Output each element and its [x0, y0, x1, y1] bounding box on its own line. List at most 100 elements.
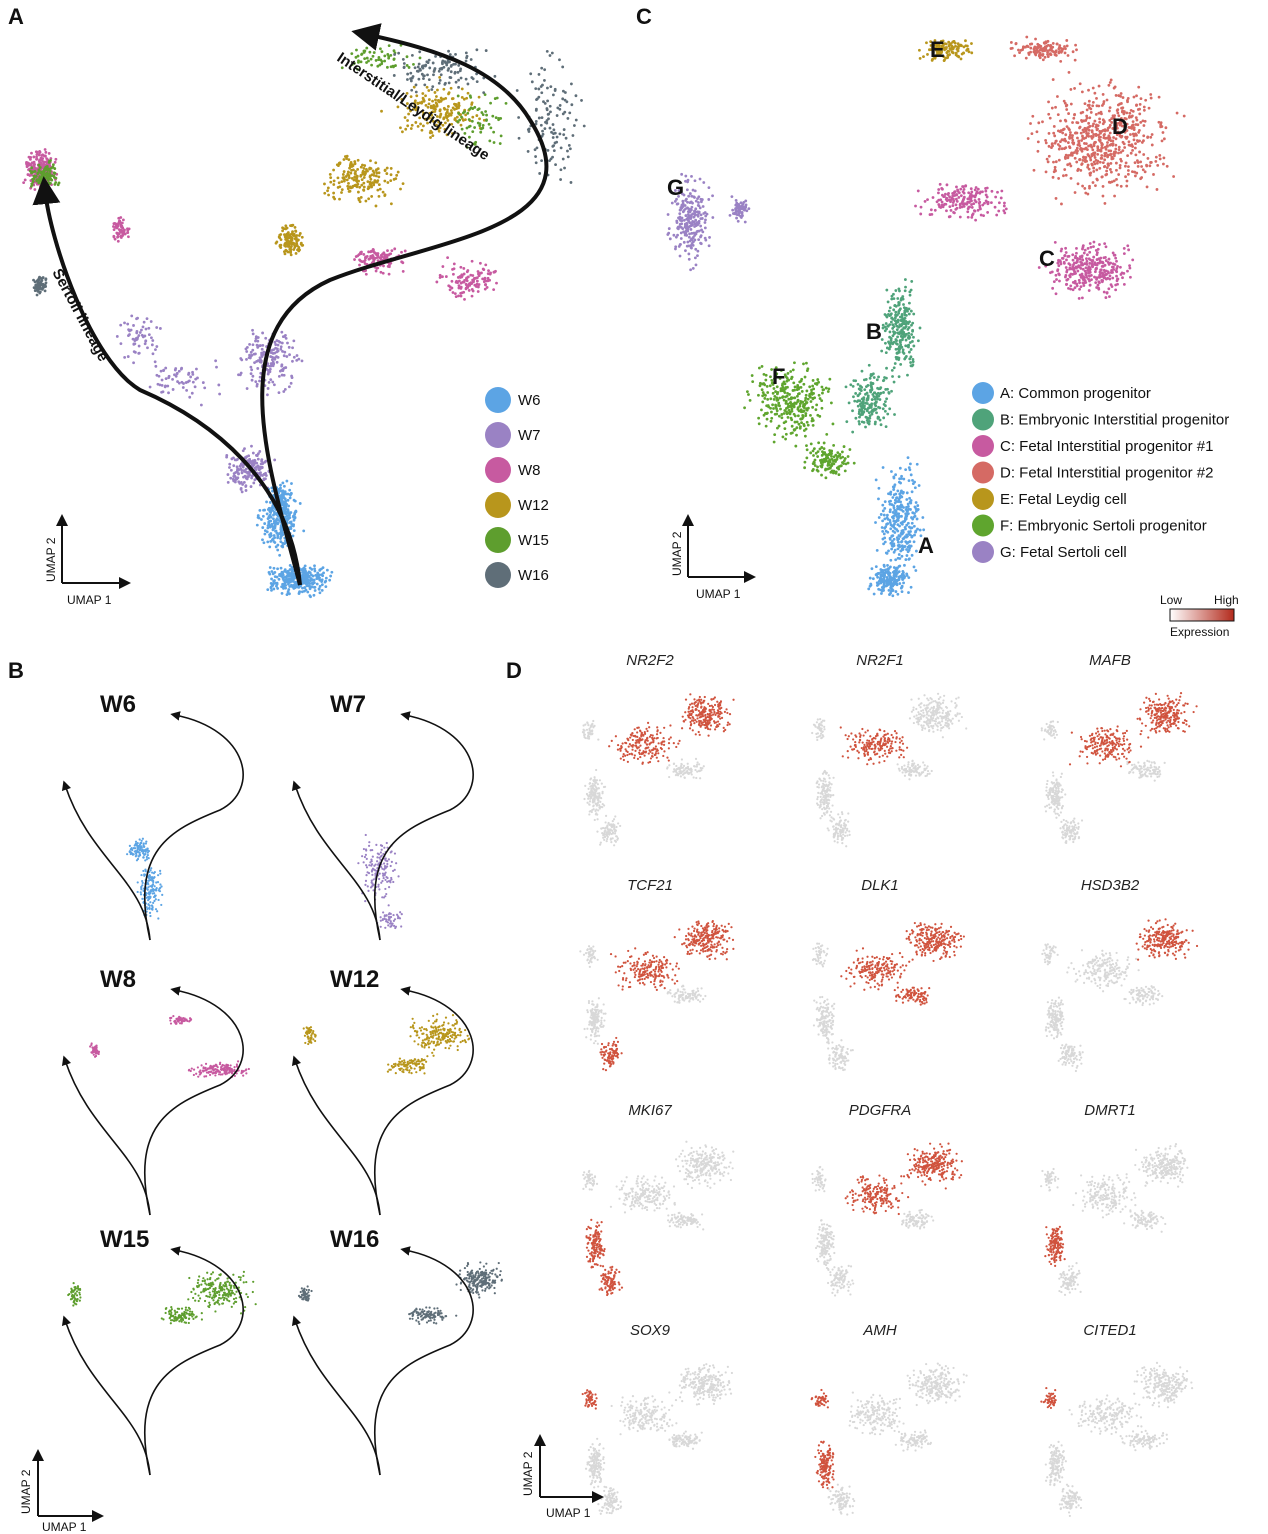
gene-cells [814, 1440, 835, 1490]
gene-cells [666, 984, 707, 1004]
gene-cells [1123, 1209, 1167, 1233]
panel-c: C A B C D E F G A: Common progenitor B: Embryon… [636, 4, 1229, 601]
gene-cells [812, 995, 836, 1045]
facet-w12: W12 [291, 966, 474, 1216]
gene-cells [1126, 759, 1166, 782]
legend-label-w12: W12 [518, 497, 549, 514]
facet-leydig-arrow [144, 986, 244, 1216]
panel-label-c: C [636, 4, 652, 29]
gene-umap-amh: AMH [810, 1322, 968, 1516]
gene-cells [906, 1142, 963, 1190]
panel-d-gene-umaps: NR2F2 NR2F1 MAFB TCF21 DLK1 HSD3B2 MKI67 PDGFRA… [579, 652, 1199, 1518]
gene-cells [905, 921, 965, 963]
sertoli-trajectory-arrow [32, 176, 302, 586]
legend-swatch-w6 [485, 387, 511, 413]
facet-w16: W16 [291, 1226, 503, 1476]
gene-cells [815, 769, 835, 823]
facet-title-w15: W15 [100, 1226, 149, 1253]
umap-axes-d: UMAP 1 UMAP 2 [521, 1434, 604, 1520]
cell-group-w12 [274, 223, 305, 257]
gene-cells [827, 1039, 854, 1072]
gene-cells [1068, 1394, 1143, 1438]
axis-x-label-b: UMAP 1 [42, 1520, 87, 1534]
legend-label-b: B: Embryonic Interstitial progenitor [1000, 412, 1229, 429]
legend-swatch-w16 [485, 562, 511, 588]
gene-cells [1044, 1440, 1067, 1487]
gene-cells [583, 768, 607, 822]
gene-cells [839, 726, 909, 766]
gene-title-mafb: MAFB [1089, 652, 1131, 669]
legend-label-w8: W8 [518, 462, 541, 479]
axis-y-label-d: UMAP 2 [521, 1451, 535, 1496]
facet-title-w16: W16 [330, 1226, 379, 1253]
gene-title-dlk1: DLK1 [861, 877, 899, 894]
cluster-cells-e [918, 39, 974, 62]
gene-cells [678, 1363, 734, 1406]
gene-cells [1040, 1167, 1060, 1192]
gene-cells [584, 1437, 606, 1489]
facet-leydig-arrow [144, 711, 244, 941]
facet-sertoli-arrow [61, 1055, 151, 1216]
gene-cells [811, 942, 829, 968]
cluster-cells-c [1037, 240, 1135, 300]
facet-sertoli-arrow [291, 1315, 381, 1476]
gene-cells [1133, 1361, 1194, 1409]
legend-label-w7: W7 [518, 427, 541, 444]
panel-label-a: A [8, 4, 24, 29]
facet-w7: W7 [291, 691, 474, 941]
legend-swatch-b [972, 408, 994, 431]
gene-cells [598, 1265, 624, 1297]
gene-cells [814, 1219, 836, 1272]
legend-label-w16: W16 [518, 567, 549, 584]
gene-cells [1068, 725, 1143, 768]
facet-title-w8: W8 [100, 966, 136, 993]
gene-cells [1059, 817, 1084, 845]
axis-y-label-a: UMAP 2 [44, 537, 58, 582]
gene-cells [1041, 943, 1059, 966]
gene-title-pdgfra: PDGFRA [849, 1102, 912, 1119]
facet-w15: W15 [61, 1226, 257, 1476]
cluster-letter-g: G [667, 175, 684, 200]
colorbar-high-label: High [1214, 593, 1239, 607]
legend-label-a: A: Common progenitor [1000, 385, 1151, 402]
panel-c-cells [666, 35, 1186, 598]
axis-y-label-c: UMAP 2 [670, 531, 684, 576]
gene-title-tcf21: TCF21 [627, 877, 673, 894]
gene-cells [596, 814, 622, 847]
legend-swatch-w8 [485, 457, 511, 483]
cluster-cells-a [867, 558, 913, 598]
legend-label-w6: W6 [518, 392, 541, 409]
gene-umap-nr2f1: NR2F1 [811, 652, 968, 848]
legend-label-f: F: Embryonic Sertoli progenitor [1000, 518, 1207, 535]
cluster-cells-f [743, 361, 835, 448]
cell-group-w12 [323, 154, 405, 208]
gene-umap-tcf21: TCF21 [579, 877, 735, 1072]
legend-swatch-w12 [485, 492, 511, 518]
facet-cells-w12 [302, 1013, 471, 1075]
facet-title-w12: W12 [330, 966, 379, 993]
axis-x-label-d: UMAP 1 [546, 1506, 591, 1520]
gene-cells [1134, 1143, 1189, 1188]
cluster-letter-b: B [866, 319, 882, 344]
gene-cells [1123, 985, 1164, 1007]
legend-swatch-w15 [485, 527, 511, 553]
gene-umap-dlk1: DLK1 [811, 877, 965, 1072]
cluster-letters: A B C D E F G [667, 37, 1128, 558]
facet-cells-w7 [357, 833, 403, 930]
legend-swatch-f [972, 514, 994, 537]
cell-group-w7 [148, 359, 222, 407]
gene-cells [582, 1169, 599, 1191]
cell-group-w7 [115, 314, 162, 365]
gene-umap-mki67: MKI67 [582, 1102, 735, 1297]
gene-cells [894, 1429, 932, 1452]
axis-x-label-a: UMAP 1 [67, 593, 112, 607]
colorbar-title: Expression [1170, 625, 1229, 639]
gene-cells [680, 693, 735, 737]
gene-cells [668, 1430, 703, 1450]
cell-group-w7 [237, 328, 304, 397]
gene-umap-pdgfra: PDGFRA [811, 1102, 963, 1297]
legend-label-d: D: Fetal Interstitial progenitor #2 [1000, 465, 1213, 482]
axis-y-label-b: UMAP 2 [19, 1469, 33, 1514]
gene-cells [1044, 996, 1065, 1040]
gene-cells [1135, 918, 1199, 961]
